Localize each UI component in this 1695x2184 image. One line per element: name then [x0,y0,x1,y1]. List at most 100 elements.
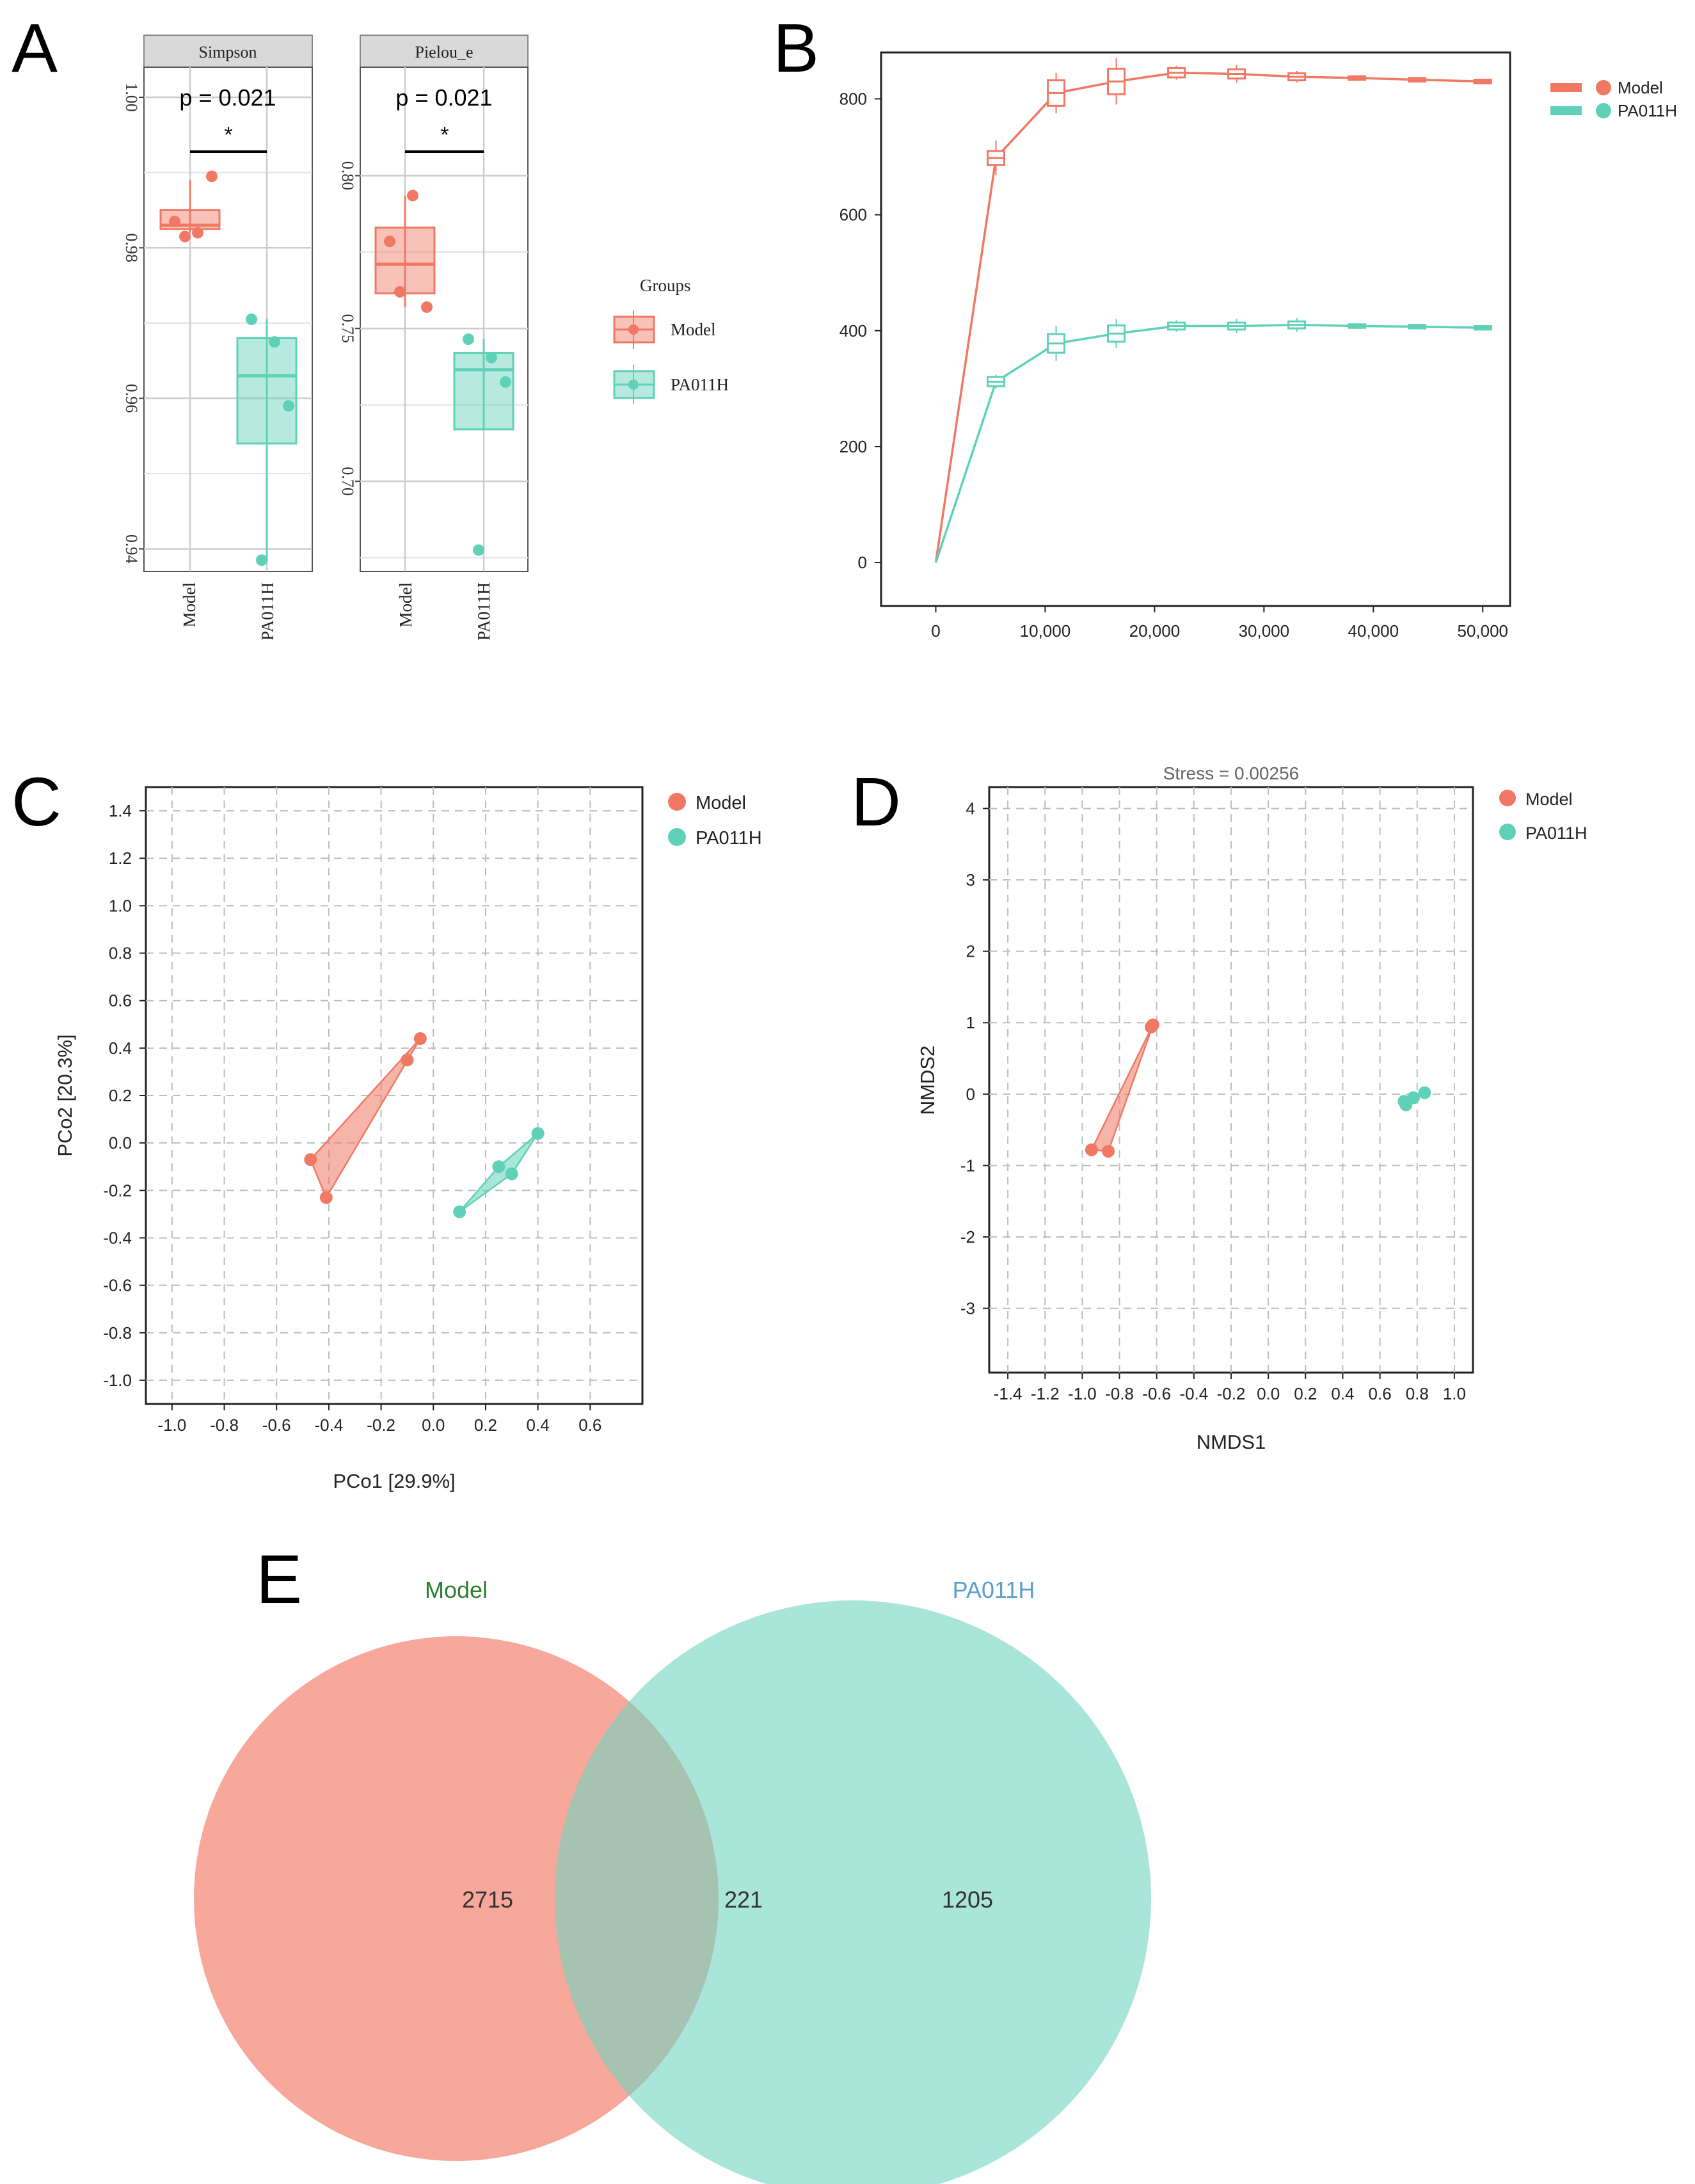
ytick-label-b-3: 600 [840,205,867,225]
xlabel-c: PCo1 [29.9%] [333,1470,455,1492]
legend-label-pa011h-c: PA011H [696,828,762,849]
xtick-label-d-7: 0.0 [1257,1384,1280,1403]
ytick-label-d-0: -3 [960,1299,975,1318]
point-simpson-model-1 [192,227,203,239]
panel-label-e: E [256,1540,302,1618]
legend-label-pa011h-a: PA011H [671,375,729,394]
xtick-label-c-7: 0.4 [527,1415,550,1435]
xtick-label-pa011h-pielou: PA011H [474,582,493,641]
legend-c: Model PA011H [668,793,762,849]
facet-yticks-simpson: 0.94 0.96 0.98 1.00 [122,83,144,563]
xtick-label-c-1: -0.8 [210,1415,239,1435]
point-pielou-e-model-1 [407,189,418,202]
ytick-label-c-10: 1.0 [109,896,132,915]
point-d-pa011h-0 [1418,1086,1431,1099]
panel-label-d: D [851,763,901,840]
series-c [304,1032,545,1218]
pvalue-pielou: p = 0.021 [395,84,492,111]
chart-title-d: Stress = 0.00256 [1163,763,1299,783]
xtick-label-d-2: -1.0 [1068,1384,1097,1403]
facet-simpson: Simpson 0.94 0.96 0.98 1.00 * p = 0.021 Mod… [122,35,313,641]
facet-boxes-pielou [374,189,514,556]
legend-label-pa011h-d: PA011H [1525,824,1588,843]
point-simpson-pa011h-2 [283,400,294,412]
series-line-model [934,71,1483,563]
pvalue-simpson: p = 0.021 [179,84,276,111]
axis-ticks-c: -1.0 -0.8 -0.6 -0.4 -0.2 0.0 0.2 0.4 0.6 -1.0 -0.8… [103,801,601,1435]
venn-circle-pa011h [555,1600,1151,2184]
ytick-label-d-1: -2 [960,1227,975,1247]
box-pielou-e-model [374,227,436,294]
point-c-pa011h-1 [492,1160,505,1174]
ytick-label-d-3: 0 [966,1085,975,1104]
point-simpson-model-2 [206,170,218,182]
facet-strip-pielou: Pielou_e [415,43,473,61]
facet-strip-simpson: Simpson [198,43,257,61]
ytick-label-simpson-2: 0.98 [122,234,141,263]
ytick-label-b-0: 0 [858,553,867,572]
ytick-label-b-1: 200 [840,437,867,456]
plot-frame-b [880,51,1511,607]
xtick-label-d-10: 0.6 [1369,1384,1392,1403]
ytick-label-c-5: 0.0 [109,1133,132,1152]
venn-set-label-pa011h: PA011H [953,1577,1035,1603]
point-pielou-e-pa011h-1 [486,351,497,363]
point-c-model-2 [304,1153,317,1167]
point-pielou-e-model-3 [394,286,406,298]
ytick-label-c-2: -0.6 [103,1276,132,1295]
xlabel-d: NMDS1 [1197,1431,1266,1453]
ylabel-d: NMDS2 [916,1046,939,1115]
point-pielou-e-model-2 [421,301,433,313]
significance-star-pielou: * [440,123,449,147]
legend-key-model-a [613,310,655,349]
panel-label-b: B [773,9,819,86]
point-pielou-e-pa011h-3 [473,544,484,556]
ylabel-c: PCo2 [20.3%] [54,1034,76,1156]
xtick-label-d-11: 0.8 [1406,1384,1429,1403]
point-d-pa011h-3 [1399,1098,1413,1112]
ytick-label-c-8: 0.6 [109,991,132,1010]
hull-c-model [309,1038,421,1200]
ytick-label-d-6: 3 [966,870,975,889]
point-pielou-e-pa011h-0 [463,333,474,346]
legend-key-pa011h-a [613,365,655,404]
point-c-model-0 [413,1032,427,1046]
xtick-label-d-0: -1.4 [994,1384,1023,1403]
panel-b: 0 10,000 20,000 30,000 40,000 50,000 0 200 400 60… [840,51,1677,641]
legend-b: Model PA011H [1550,78,1677,120]
ytick-label-d-2: -1 [960,1156,975,1175]
xtick-label-b-3: 30,000 [1239,621,1290,641]
point-c-model-1 [401,1053,414,1067]
venn-value-pa011h-only: 1205 [942,1886,993,1913]
hull-d-model [1090,1024,1154,1152]
point-c-pa011h-3 [453,1205,466,1218]
legend-label-pa011h-b: PA011H [1618,101,1677,120]
panel-d: Stress = 0.00256 -1.4 -1.2 -1.0 -0.8 -0.6 -0.… [916,763,1588,1453]
legend-d: Model PA011H [1499,790,1588,843]
xtick-label-c-8: 0.6 [578,1415,601,1435]
facet-yticks-pielou: 0.70 0.75 0.80 [338,161,360,496]
ytick-label-simpson-0: 0.94 [122,534,141,564]
panel-label-c: C [12,763,61,840]
point-c-pa011h-0 [531,1127,545,1140]
point-d-model-1 [1144,1020,1158,1033]
panel-c: -1.0 -0.8 -0.6 -0.4 -0.2 0.0 0.2 0.4 0.6 -1.0 -0.8… [54,786,762,1492]
xtick-label-d-9: 0.4 [1331,1384,1354,1403]
ytick-label-d-4: 1 [966,1013,975,1032]
ytick-label-simpson-1: 0.96 [122,384,141,413]
point-c-pa011h-2 [505,1167,518,1181]
venn-value-model-only: 2715 [462,1886,513,1913]
point-c-model-3 [319,1191,333,1204]
xtick-label-d-6: -0.2 [1217,1384,1246,1403]
xtick-label-d-4: -0.6 [1142,1384,1171,1403]
ytick-label-pielou-e-2: 0.80 [338,161,357,191]
grid-d [989,787,1473,1373]
significance-star-simpson: * [224,123,232,147]
legend-a: Groups Model PA011H [613,276,729,404]
point-pielou-e-pa011h-2 [500,376,511,388]
point-d-model-2 [1085,1143,1098,1156]
xtick-label-c-2: -0.6 [262,1415,291,1435]
xtick-label-b-0: 0 [931,621,940,641]
ytick-label-c-0: -1.0 [103,1371,132,1390]
ytick-label-c-1: -0.8 [103,1323,132,1343]
